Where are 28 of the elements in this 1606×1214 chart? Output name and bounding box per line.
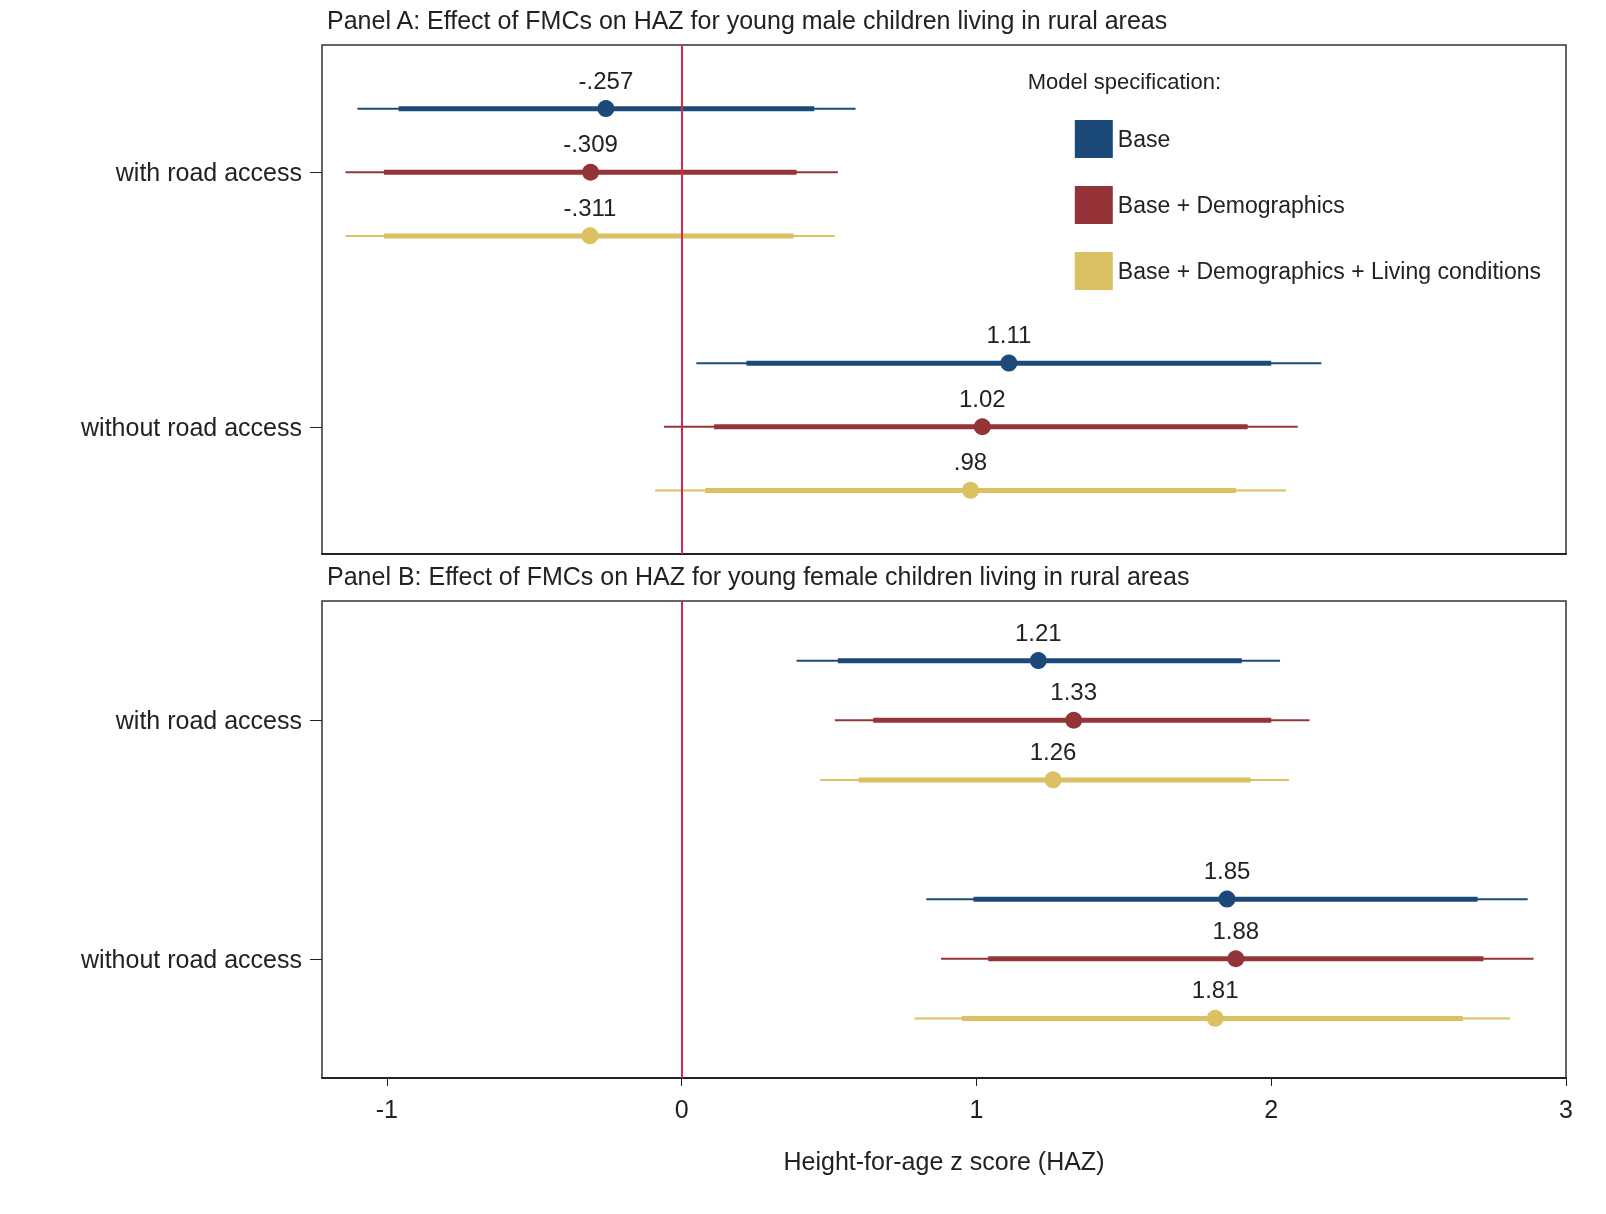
- data-label: 1.02: [958, 384, 1006, 412]
- data-label: 1.33: [1050, 678, 1098, 706]
- legend-title: Model specification:: [1027, 68, 1222, 94]
- data-label: 1.21: [1014, 618, 1062, 646]
- y-tick-label: without road access: [80, 944, 302, 973]
- x-tick-label: 1: [969, 1094, 984, 1123]
- x-tick-label: 2: [1264, 1094, 1279, 1123]
- y-tick-label: without road access: [80, 412, 302, 441]
- chart-title: Panel A: Effect of FMCs on HAZ for young male children living in rural areas: [327, 5, 1168, 34]
- legend-label: Base: [1117, 126, 1171, 152]
- data-label: -.311: [563, 193, 617, 221]
- legend-label: Base + Demographics + Living conditions: [1117, 258, 1541, 284]
- x-tick-label: 3: [1559, 1094, 1573, 1123]
- data-label: .98: [953, 448, 988, 476]
- data-label: -.309: [563, 130, 618, 158]
- y-tick-label: with road access: [114, 706, 302, 735]
- data-label: 1.85: [1203, 857, 1251, 885]
- legend-label: Base + Demographics: [1117, 192, 1345, 218]
- y-tick-label: with road access: [114, 158, 302, 187]
- data-label: 1.11: [986, 321, 1032, 349]
- data-label: -.257: [578, 66, 634, 94]
- x-tick-label: 0: [674, 1094, 689, 1123]
- chart-title: Panel B: Effect of FMCs on HAZ for young female children living in rural areas: [327, 561, 1190, 590]
- data-label: 1.81: [1191, 976, 1239, 1004]
- x-axis-title: Height-for-age z score (HAZ): [783, 1146, 1105, 1175]
- x-tick-label: -1: [375, 1094, 398, 1123]
- data-label: 1.26: [1029, 737, 1077, 765]
- data-label: 1.88: [1212, 916, 1260, 944]
